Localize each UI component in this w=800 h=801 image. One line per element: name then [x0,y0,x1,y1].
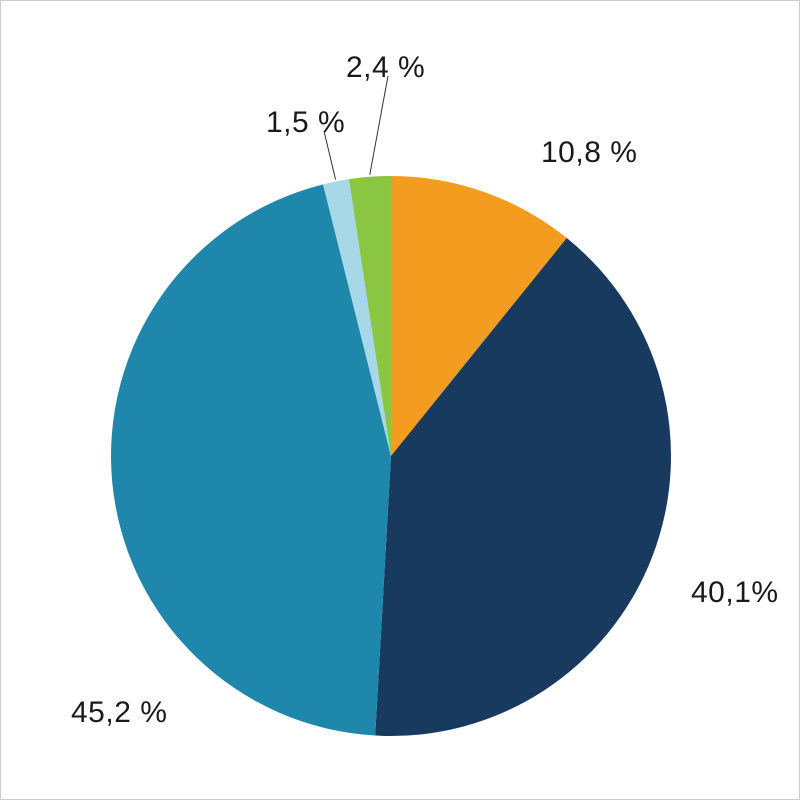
pie-slice-label: 40,1% [691,576,779,610]
pie-chart-svg [1,1,800,801]
pie-slice-label: 45,2 % [71,696,167,730]
leader-line [370,76,388,175]
pie-slice-label: 1,5 % [266,106,345,140]
pie-slice-label: 2,4 % [346,51,425,85]
pie-chart: 10,8 % 40,1% 45,2 % 1,5 %2,4 % [1,1,799,799]
pie-slice-label: 10,8 % [541,136,637,170]
